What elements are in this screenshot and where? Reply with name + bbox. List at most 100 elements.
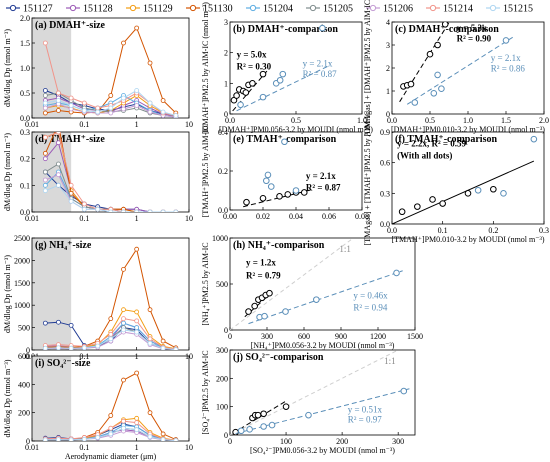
y-tick-label: 1.5 xyxy=(20,39,30,48)
data-point xyxy=(56,345,61,350)
data-point xyxy=(42,177,48,183)
scatter-point xyxy=(407,80,415,88)
x-tick-label: 100 xyxy=(280,437,292,446)
fit-annotation: y = 2.1x xyxy=(303,58,333,68)
data-point xyxy=(108,105,114,111)
plot-area xyxy=(42,370,179,441)
legend-label: 151129 xyxy=(143,4,173,15)
scatter-point xyxy=(259,195,267,202)
scatter-point xyxy=(500,190,507,197)
scatter-point xyxy=(260,410,267,418)
data-point xyxy=(95,206,101,212)
x-axis-label: [NH₄⁺]PM0.056-3.2 by MOUDI (nmol m⁻³) xyxy=(251,341,395,350)
scatter-point xyxy=(279,70,287,78)
panel-title: (d) TMAH⁺-size xyxy=(35,134,105,145)
legend-marker xyxy=(69,4,77,12)
scatter-point xyxy=(237,101,244,109)
panel-title: (f) TMAH⁺-comparison xyxy=(395,134,497,145)
data-point xyxy=(68,198,74,204)
scatter-point xyxy=(259,93,267,101)
y-axis-label: dM/dlog Dp (nmol m⁻³) xyxy=(3,29,12,107)
data-point xyxy=(42,169,48,175)
legend: 151127 151128 151129 151130 151204 151205 1512… xyxy=(6,4,533,15)
scatter-point xyxy=(313,296,320,303)
scatter-point xyxy=(242,89,250,96)
data-point xyxy=(147,109,153,115)
data-point xyxy=(121,40,126,46)
one-to-one-label: 1:1 xyxy=(339,244,351,254)
one-to-one-line xyxy=(230,238,354,330)
scatter-point xyxy=(429,196,436,203)
data-point xyxy=(134,103,140,108)
scatter-point xyxy=(243,198,250,206)
data-point xyxy=(56,172,61,178)
scatter-point xyxy=(245,308,252,315)
y-tick-label: 200 xyxy=(18,409,30,418)
data-point xyxy=(147,340,153,346)
y-tick-label: 1 xyxy=(224,79,228,88)
fit-line xyxy=(236,65,330,112)
y-tick-label: 2 xyxy=(224,49,228,58)
scatter-point xyxy=(434,41,441,49)
y-tick-label: 0.0 xyxy=(20,114,30,123)
data-point xyxy=(160,437,166,441)
data-point xyxy=(121,377,126,383)
data-point xyxy=(147,336,153,342)
scatter-point xyxy=(292,187,300,194)
scatter-point xyxy=(246,426,253,433)
x-tick-label: 900 xyxy=(335,332,347,341)
one-to-one-label: 1:1 xyxy=(384,356,396,366)
data-point xyxy=(42,150,48,156)
data-point xyxy=(68,182,74,188)
y-tick-label: 0 xyxy=(224,431,228,440)
legend-marker xyxy=(129,4,137,12)
shaded-region xyxy=(32,132,72,212)
panel-e: 0.00 0.02 0.04 0.06 0.080.00.20.4(e) TMAH⁺-c… xyxy=(201,125,369,221)
fit-line xyxy=(248,270,403,325)
y-tick-label: 0.4 xyxy=(218,128,228,137)
data-point xyxy=(147,410,153,416)
legend-item-151206: 151206 xyxy=(366,4,413,15)
x-tick-label: 0.1 xyxy=(79,120,89,129)
plot-area xyxy=(42,132,179,212)
y-axis-label: dM/dlog Dp (nmol m⁻³) xyxy=(3,133,12,211)
data-point xyxy=(121,209,126,212)
data-point xyxy=(121,316,126,322)
panel-h: 0 300 600 900 1200 1500 0 500 1000 (h) NH₄⁺-compa… xyxy=(201,234,423,350)
y-tick-label: 1500 xyxy=(14,279,30,288)
x-axis-label: [SO₄²⁻]PM0.056-3.2 by MOUDI (nmol m⁻³) xyxy=(250,446,395,455)
scatter-point xyxy=(276,76,284,84)
scatter-point xyxy=(251,302,258,310)
legend-item-151128: 151128 xyxy=(66,4,113,15)
data-point xyxy=(42,105,48,111)
data-point xyxy=(56,132,61,135)
y-tick-label: 2000 xyxy=(14,256,30,265)
scatter-point xyxy=(249,80,256,87)
x-tick-label: 0.1 xyxy=(438,226,448,235)
y-tick-label: 600 xyxy=(18,352,30,361)
data-point xyxy=(134,325,140,331)
legend-item-151130: 151130 xyxy=(186,4,233,15)
data-point xyxy=(134,427,140,433)
legend-item-151214: 151214 xyxy=(426,4,473,15)
x-axis-label: [DMAH⁺]PM0.056-3.2 by MOUDI (nmol m⁻³) xyxy=(219,125,373,134)
x-tick-label: 0.08 xyxy=(355,212,369,221)
y-axis-label: dM/dlog Dp (nmol m⁻³) xyxy=(3,255,12,333)
data-point xyxy=(81,100,87,106)
panel-c: 0.0 0.5 1.0 1.5 2.0 0 1 2 3 4 (c) DMAH⁺-comparison… xyxy=(363,0,549,136)
fit-annotation: y = 2.1x xyxy=(306,171,336,181)
x-tick-label: 300 xyxy=(392,437,404,446)
plot-frame xyxy=(229,349,416,436)
x-tick-label: 0.5 xyxy=(425,116,435,125)
data-point xyxy=(173,438,179,441)
x-tick-label: 0.04 xyxy=(289,212,303,221)
scatter-point xyxy=(441,22,449,28)
data-point xyxy=(160,431,166,437)
x-tick-label: 10 xyxy=(185,120,193,129)
scatter-point xyxy=(411,99,419,106)
x-tick-label: 0.0 xyxy=(225,116,235,125)
fit-annotation: R² = 0.90 xyxy=(457,34,492,44)
y-tick-label: 0.0 xyxy=(218,206,228,215)
panel-title: (b) DMAH⁺-comparison xyxy=(233,24,338,35)
